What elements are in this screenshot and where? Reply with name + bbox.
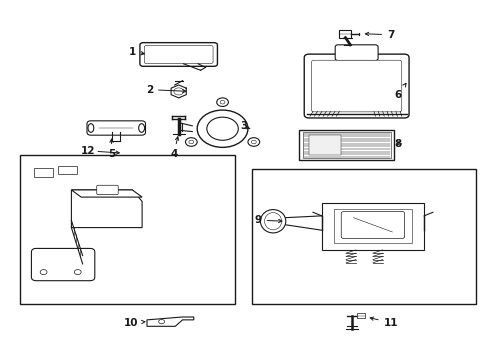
Text: 11: 11 xyxy=(369,317,397,328)
Text: 6: 6 xyxy=(394,84,405,100)
Polygon shape xyxy=(71,190,142,228)
Circle shape xyxy=(251,140,256,144)
Circle shape xyxy=(220,100,224,104)
Text: 8: 8 xyxy=(394,139,401,149)
Bar xyxy=(34,168,53,177)
Circle shape xyxy=(185,138,197,146)
Text: 3: 3 xyxy=(240,121,249,131)
Text: 12: 12 xyxy=(81,145,96,156)
Bar xyxy=(333,209,411,243)
Bar xyxy=(20,155,234,304)
Bar xyxy=(303,132,390,158)
Text: 1: 1 xyxy=(128,46,144,57)
FancyBboxPatch shape xyxy=(311,60,401,112)
Bar xyxy=(299,130,394,161)
Polygon shape xyxy=(171,85,186,98)
Bar xyxy=(308,135,340,155)
Text: 2: 2 xyxy=(145,85,185,95)
FancyBboxPatch shape xyxy=(87,121,145,135)
Text: 9: 9 xyxy=(254,215,282,225)
Circle shape xyxy=(174,88,183,95)
Polygon shape xyxy=(147,317,193,326)
Text: 10: 10 xyxy=(124,318,144,328)
Circle shape xyxy=(158,319,164,324)
Text: 5: 5 xyxy=(108,139,115,159)
Bar xyxy=(58,166,77,174)
Circle shape xyxy=(197,110,247,147)
Circle shape xyxy=(216,98,228,107)
FancyBboxPatch shape xyxy=(334,45,377,60)
Text: 7: 7 xyxy=(365,30,394,40)
Circle shape xyxy=(188,140,193,144)
FancyBboxPatch shape xyxy=(140,42,217,66)
Ellipse shape xyxy=(264,213,281,230)
Circle shape xyxy=(206,117,238,140)
FancyBboxPatch shape xyxy=(341,212,404,238)
FancyBboxPatch shape xyxy=(31,248,95,281)
FancyBboxPatch shape xyxy=(144,45,213,63)
Polygon shape xyxy=(71,190,142,197)
Ellipse shape xyxy=(260,210,285,233)
Bar xyxy=(338,30,350,38)
Bar xyxy=(251,169,475,304)
Circle shape xyxy=(74,270,81,275)
Circle shape xyxy=(40,270,47,275)
Bar xyxy=(356,314,365,318)
FancyBboxPatch shape xyxy=(97,185,118,195)
Ellipse shape xyxy=(88,124,94,132)
FancyBboxPatch shape xyxy=(304,54,408,118)
Circle shape xyxy=(247,138,259,146)
Ellipse shape xyxy=(139,124,144,132)
Bar xyxy=(321,203,423,250)
Text: 4: 4 xyxy=(170,137,178,159)
